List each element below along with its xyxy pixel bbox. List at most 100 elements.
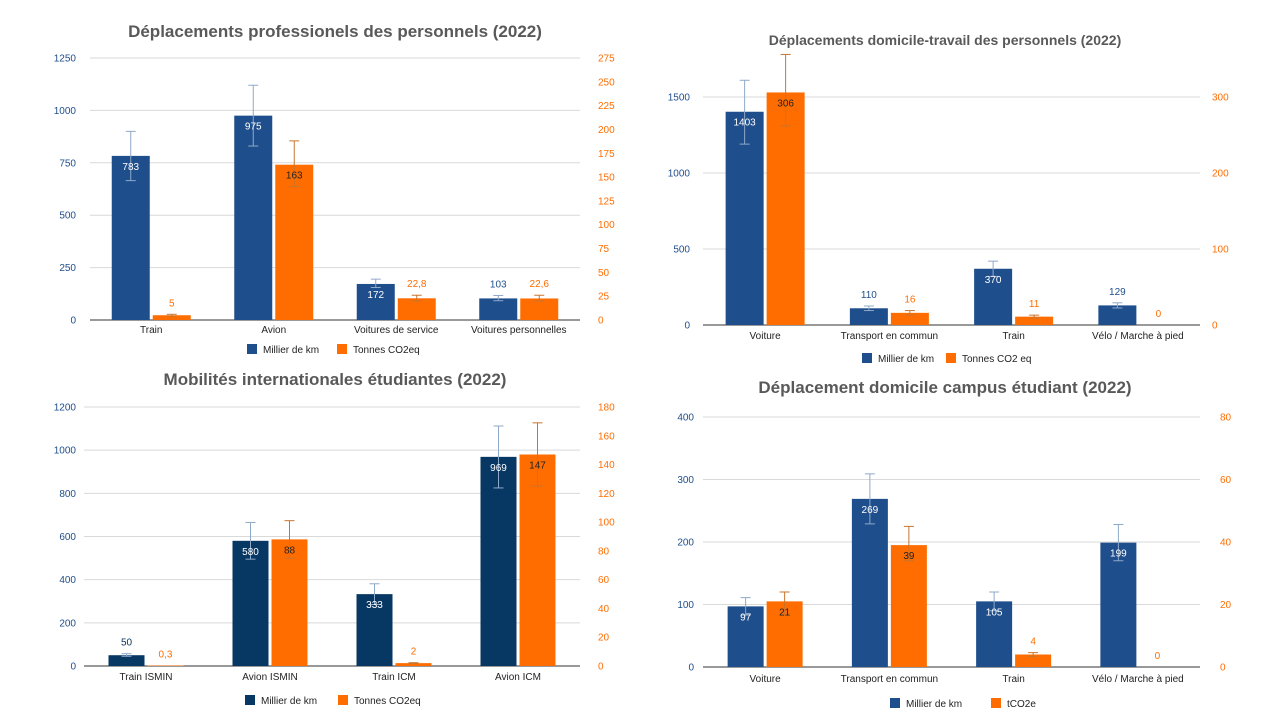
category-label: Voitures de service <box>354 325 439 336</box>
data-label: 0 <box>1155 651 1161 662</box>
category-label: Train ISMIN <box>120 672 173 683</box>
category-label: Avion ISMIN <box>242 672 297 683</box>
legend-swatch <box>862 353 872 363</box>
right-axis-tick-label: 225 <box>598 101 615 112</box>
data-label: 16 <box>904 295 916 306</box>
left-axis-tick-label: 1000 <box>54 106 77 117</box>
right-axis-tick-label: 60 <box>1220 475 1232 486</box>
bar-tonnes-co2eq-avion-icm <box>519 454 556 666</box>
left-axis-tick-label: 0 <box>688 663 694 674</box>
bar-millier-de-km-transport-en-commun <box>849 308 888 325</box>
right-axis-tick-label: 100 <box>1212 245 1229 256</box>
left-axis-tick-label: 1000 <box>668 169 691 180</box>
bar-millier-de-km-voiture <box>727 606 764 667</box>
category-label: Transport en commun <box>841 674 938 685</box>
category-label: Avion <box>261 325 286 336</box>
category-label: Avion ICM <box>495 672 541 683</box>
left-axis-tick-label: 0 <box>70 662 76 673</box>
legend-swatch <box>245 695 255 705</box>
category-label: Train <box>140 325 162 336</box>
left-axis-tick-label: 800 <box>59 489 76 500</box>
left-axis-tick-label: 300 <box>677 475 694 486</box>
category-label: Voitures personnelles <box>471 325 567 336</box>
bar-millier-de-km-avion-ismin <box>232 540 269 666</box>
category-label: Train <box>1002 331 1024 342</box>
data-label: 370 <box>985 275 1002 286</box>
data-label: 105 <box>986 607 1003 618</box>
right-axis-tick-label: 0 <box>598 662 604 673</box>
legend-label: Millier de km <box>261 696 317 707</box>
legend-swatch <box>991 698 1001 708</box>
data-label: 306 <box>777 98 794 109</box>
category-label: Vélo / Marche à pied <box>1092 674 1184 685</box>
left-axis-tick-label: 100 <box>677 600 694 611</box>
left-axis-tick-label: 0 <box>684 321 690 332</box>
data-label: 39 <box>903 551 915 562</box>
data-label: 129 <box>1109 287 1126 298</box>
bar-millier-de-km-avion <box>234 115 273 320</box>
left-axis-tick-label: 400 <box>677 413 694 424</box>
bar-millier-de-km-transport-en-commun <box>851 498 888 667</box>
right-axis-tick-label: 80 <box>598 546 610 557</box>
chart-1: Déplacements professionels des personnel… <box>54 22 615 356</box>
data-label: 1403 <box>734 118 757 129</box>
data-label: 22,8 <box>407 279 427 290</box>
left-axis-tick-label: 500 <box>59 211 76 222</box>
data-label: 333 <box>366 600 383 611</box>
right-axis-tick-label: 160 <box>598 431 615 442</box>
right-axis-tick-label: 25 <box>598 292 610 303</box>
right-axis-tick-label: 200 <box>1212 169 1229 180</box>
data-label: 88 <box>284 545 296 556</box>
legend-label: tCO2e <box>1007 699 1036 710</box>
left-axis-tick-label: 250 <box>59 263 76 274</box>
bar-millier-de-km-train <box>111 155 150 320</box>
data-label: 50 <box>121 638 133 649</box>
bar-tonnes-co2eq-avion-ismin <box>271 539 308 666</box>
right-axis-tick-label: 300 <box>1212 93 1229 104</box>
right-axis-tick-label: 100 <box>598 220 615 231</box>
chart-3: Mobilités internationales étudiantes (20… <box>54 370 615 707</box>
right-axis-tick-label: 40 <box>598 604 610 615</box>
bar-millier-de-km-train-ismin <box>108 655 145 666</box>
data-label: 0,3 <box>159 650 173 661</box>
data-label: 97 <box>740 612 752 623</box>
bar-tonnes-co2eq-train <box>152 315 191 320</box>
data-label: 163 <box>286 171 303 182</box>
category-label: Voiture <box>750 674 782 685</box>
right-axis-tick-label: 175 <box>598 149 615 160</box>
bar-millier-de-km-velo-marche-a-pied <box>1100 542 1137 667</box>
bar-tonnes-co2-eq-voiture <box>766 92 805 325</box>
data-label: 147 <box>529 460 546 471</box>
right-axis-tick-label: 275 <box>598 54 615 65</box>
bar-millier-de-km-voiture <box>725 111 764 325</box>
right-axis-tick-label: 200 <box>598 125 615 136</box>
left-axis-tick-label: 750 <box>59 158 76 169</box>
right-axis-tick-label: 20 <box>1220 600 1232 611</box>
data-label: 172 <box>367 290 384 301</box>
legend-swatch <box>337 344 347 354</box>
data-label: 199 <box>1110 549 1127 560</box>
data-label: 22,6 <box>530 279 550 290</box>
chart-title: Déplacement domicile campus étudiant (20… <box>758 378 1131 397</box>
data-label: 4 <box>1030 637 1036 648</box>
left-axis-tick-label: 400 <box>59 575 76 586</box>
left-axis-tick-label: 200 <box>677 538 694 549</box>
right-axis-tick-label: 0 <box>598 316 604 327</box>
chart-2: Déplacements domicile-travail des person… <box>668 32 1229 365</box>
chart-title: Déplacements professionels des personnel… <box>128 22 542 41</box>
category-label: Vélo / Marche à pied <box>1092 331 1184 342</box>
legend-label: Tonnes CO2eq <box>354 696 421 707</box>
data-label: 110 <box>861 290 877 301</box>
data-label: 975 <box>245 122 262 133</box>
right-axis-tick-label: 120 <box>598 489 615 500</box>
data-label: 5 <box>169 298 175 309</box>
legend-label: Millier de km <box>263 345 319 356</box>
bar-millier-de-km-train <box>976 601 1013 667</box>
right-axis-tick-label: 20 <box>598 633 610 644</box>
right-axis-tick-label: 180 <box>598 403 615 414</box>
chart-title: Déplacements domicile-travail des person… <box>769 32 1121 48</box>
legend-label: Millier de km <box>906 699 962 710</box>
category-label: Voiture <box>750 331 782 342</box>
right-axis-tick-label: 250 <box>598 77 615 88</box>
